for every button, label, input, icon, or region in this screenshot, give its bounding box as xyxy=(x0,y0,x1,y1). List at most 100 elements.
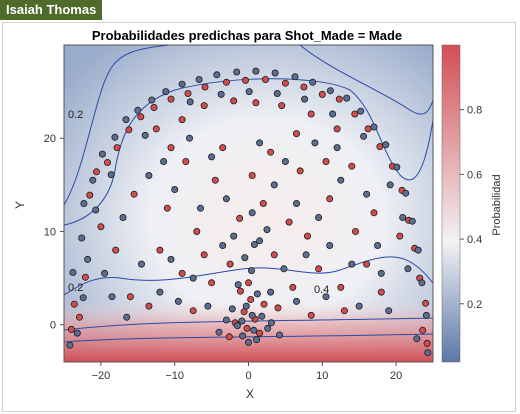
missed-shot-point xyxy=(315,213,323,221)
made-shot-point xyxy=(300,83,308,91)
colorbar-tick-label: 0.6 xyxy=(467,169,482,181)
missed-shot-point xyxy=(309,78,317,86)
missed-shot-point xyxy=(250,240,258,248)
made-shot-point xyxy=(281,79,289,87)
made-shot-point xyxy=(201,83,209,91)
missed-shot-point xyxy=(424,349,432,357)
contour-line-arc xyxy=(64,78,433,226)
contour-label-2: 0.2 xyxy=(68,282,83,294)
missed-shot-point xyxy=(355,302,363,310)
made-shot-point xyxy=(248,171,256,179)
contour-line-right-upper xyxy=(299,45,433,115)
missed-shot-point xyxy=(196,204,204,212)
missed-shot-point xyxy=(174,297,182,305)
colorbar-tick-label: 0.2 xyxy=(467,299,482,311)
made-shot-point xyxy=(211,176,219,184)
missed-shot-point xyxy=(234,281,242,289)
made-shot-point xyxy=(125,126,133,134)
missed-shot-point xyxy=(267,288,275,296)
made-shot-point xyxy=(184,90,192,98)
made-shot-point xyxy=(315,265,323,273)
missed-shot-point xyxy=(242,302,250,310)
made-shot-point xyxy=(247,295,255,303)
made-shot-point xyxy=(318,90,326,98)
missed-shot-point xyxy=(301,95,309,103)
missed-shot-point xyxy=(302,251,310,259)
made-shot-point xyxy=(167,144,175,152)
missed-shot-point xyxy=(219,241,227,249)
missed-shot-point xyxy=(413,335,421,343)
missed-shot-point xyxy=(292,199,300,207)
missed-shot-point xyxy=(382,141,390,149)
missed-shot-point xyxy=(414,246,422,254)
made-shot-point xyxy=(112,246,120,254)
missed-shot-point xyxy=(233,68,241,76)
missed-shot-point xyxy=(123,313,131,321)
missed-shot-point xyxy=(281,157,289,165)
made-shot-point xyxy=(200,102,208,110)
made-shot-point xyxy=(270,251,278,259)
missed-shot-point xyxy=(217,90,225,98)
made-shot-point xyxy=(236,214,244,222)
y-axis-label: Y xyxy=(13,201,27,209)
x-tick-label: 20 xyxy=(390,370,402,382)
missed-shot-point xyxy=(215,328,223,336)
made-shot-point xyxy=(244,279,252,287)
made-shot-point xyxy=(236,287,244,295)
missed-shot-point xyxy=(275,331,283,339)
missed-shot-point xyxy=(137,260,145,268)
missed-shot-point xyxy=(343,94,351,102)
missed-shot-point xyxy=(329,110,337,118)
contour-label-3: 0.4 xyxy=(314,284,329,296)
missed-shot-point xyxy=(264,324,272,332)
x-tick-label: −20 xyxy=(92,370,111,382)
missed-shot-point xyxy=(195,76,203,84)
missed-shot-point xyxy=(79,294,87,302)
contour-lines xyxy=(64,45,433,343)
colorbar-label: Probabilidad xyxy=(491,174,503,235)
contour-line-bottom-2 xyxy=(64,333,433,343)
made-shot-point xyxy=(260,300,268,308)
missed-shot-point xyxy=(185,134,193,142)
made-shot-point xyxy=(97,223,105,231)
made-shot-point xyxy=(259,199,267,207)
missed-shot-point xyxy=(148,96,156,104)
missed-shot-point xyxy=(108,293,116,301)
player-name: Isaiah Thomas xyxy=(6,2,97,17)
missed-shot-point xyxy=(233,322,241,330)
missed-shot-point xyxy=(228,305,236,313)
missed-shot-point xyxy=(256,237,264,245)
made-shot-point xyxy=(222,78,230,86)
colorbar xyxy=(441,44,461,363)
missed-shot-point xyxy=(326,241,334,249)
missed-shot-point xyxy=(213,71,221,79)
missed-shot-point xyxy=(160,157,168,165)
missed-shot-point xyxy=(244,338,252,346)
missed-shot-point xyxy=(222,316,230,324)
made-shot-point xyxy=(337,283,345,291)
player-name-tag: Isaiah Thomas xyxy=(0,0,103,20)
made-shot-point xyxy=(423,339,431,347)
missed-shot-point xyxy=(145,171,153,179)
axes: −20 −10 0 10 20 0 10 20 xyxy=(44,133,402,382)
y-tick-label: 0 xyxy=(50,320,56,332)
made-shot-point xyxy=(326,195,334,203)
missed-shot-point xyxy=(239,332,247,340)
missed-shot-point xyxy=(402,189,410,197)
missed-shot-point xyxy=(322,293,330,301)
made-shot-point xyxy=(226,260,234,268)
missed-shot-point xyxy=(141,131,149,139)
made-shot-point xyxy=(200,251,208,259)
made-shot-point xyxy=(422,299,430,307)
chart-title: Probabilidades predichas para Shot_Made … xyxy=(92,28,402,43)
missed-shot-point xyxy=(186,98,194,106)
made-shot-point xyxy=(278,102,286,110)
missed-shot-point xyxy=(385,307,393,315)
missed-shot-point xyxy=(238,317,246,325)
missed-shot-point xyxy=(252,67,260,75)
made-shot-point xyxy=(335,95,343,103)
made-shot-point xyxy=(252,99,260,107)
x-tick-label: 10 xyxy=(316,370,328,382)
missed-shot-point xyxy=(337,176,345,184)
